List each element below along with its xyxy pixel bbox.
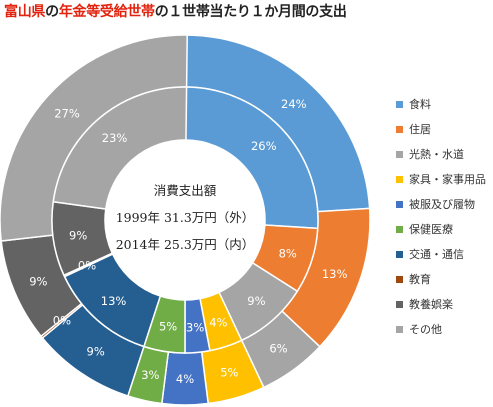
legend-swatch <box>396 275 403 283</box>
legend-label: 教養娯楽 <box>409 298 453 311</box>
legend-swatch <box>396 300 403 308</box>
legend-item: 被服及び履物 <box>396 194 475 214</box>
legend-swatch <box>396 175 403 183</box>
title-prefix: 富山県 <box>4 4 46 20</box>
data-label-inner-3: 4% <box>209 316 227 330</box>
legend-swatch <box>396 100 403 108</box>
title-highlight: 年金等受給世帯 <box>58 4 155 20</box>
data-label-outer-7: 0% <box>53 314 71 328</box>
data-label-outer-1: 13% <box>322 267 348 281</box>
data-label-inner-2: 9% <box>247 294 265 308</box>
legend-label: その他 <box>409 323 442 336</box>
legend-label: 教育 <box>409 273 431 286</box>
legend-label: 家具・家事用品 <box>409 173 486 186</box>
legend-item: 家具・家事用品 <box>396 169 486 189</box>
legend-swatch <box>396 200 403 208</box>
chart-title: 富山県の年金等受給世帯の１世帯当たり１か月間の支出 <box>4 1 347 21</box>
legend-item: 保健医療 <box>396 219 453 239</box>
data-label-outer-6: 9% <box>87 345 105 359</box>
data-label-outer-2: 6% <box>269 342 287 356</box>
data-label-inner-1: 8% <box>279 246 297 260</box>
data-label-inner-4: 3% <box>186 321 204 335</box>
data-label-outer-9: 27% <box>54 106 80 120</box>
legend-item: 光熱・水道 <box>396 144 464 164</box>
legend-item: 住居 <box>396 119 431 139</box>
data-label-outer-5: 3% <box>141 368 159 382</box>
data-label-inner-5: 5% <box>159 320 177 334</box>
center-label-1999: 1999年 31.3万円（外） <box>115 210 255 225</box>
legend-item: その他 <box>396 319 442 339</box>
legend-swatch <box>396 250 403 258</box>
slice-inner-9 <box>52 86 188 210</box>
legend-item: 交通・通信 <box>396 244 464 264</box>
legend-swatch <box>396 325 403 333</box>
legend-label: 住居 <box>409 123 431 136</box>
center-label-2014: 2014年 25.3万円（内） <box>115 237 255 252</box>
legend-item: 教育 <box>396 269 431 289</box>
title-suffix: の１世帯当たり１か月間の支出 <box>154 4 347 20</box>
data-label-outer-3: 5% <box>220 366 238 380</box>
data-label-outer-4: 4% <box>176 372 194 386</box>
data-label-outer-0: 24% <box>281 97 307 111</box>
legend-label: 被服及び履物 <box>409 198 475 211</box>
legend-swatch <box>396 150 403 158</box>
center-label-title: 消費支出額 <box>153 183 217 198</box>
legend-item: 教養娯楽 <box>396 294 453 314</box>
data-label-inner-9: 23% <box>102 131 128 145</box>
title-middle: の <box>45 4 59 20</box>
legend-label: 光熱・水道 <box>409 148 464 161</box>
legend-swatch <box>396 125 403 133</box>
data-label-outer-8: 9% <box>29 274 47 288</box>
legend-item: 食料 <box>396 94 431 114</box>
data-label-inner-0: 26% <box>251 139 277 153</box>
legend-label: 食料 <box>409 98 431 111</box>
legend-label: 保健医療 <box>409 223 453 236</box>
legend-label: 交通・通信 <box>409 248 464 261</box>
slice-inner-0 <box>184 86 319 230</box>
data-label-inner-6: 13% <box>101 294 127 308</box>
data-label-inner-8: 9% <box>69 229 87 243</box>
data-label-inner-7: 0% <box>78 258 96 272</box>
legend-swatch <box>396 225 403 233</box>
